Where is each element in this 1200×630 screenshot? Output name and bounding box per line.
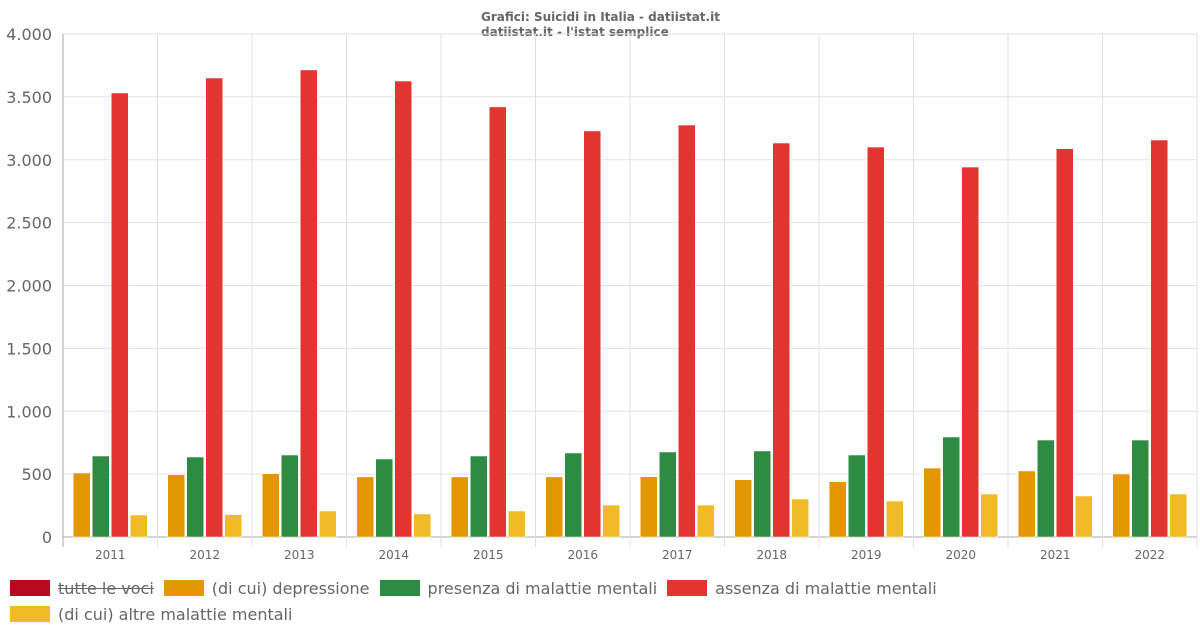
bar [923,467,941,538]
bar [300,69,318,538]
bar [791,498,809,538]
y-tick-label: 1.000 [6,402,52,421]
bar [886,500,904,538]
legend-item[interactable]: (di cui) depressione [163,575,370,601]
x-tick-label: 2011 [95,548,126,562]
legend-swatch [379,580,420,596]
x-tick-label: 2020 [945,548,976,562]
legend: tutte le voci (di cui) depressione presenz… [10,575,1010,627]
bar [545,476,563,538]
legend-label: (di cui) depressione [211,578,370,598]
bar [942,436,960,538]
bar [583,130,601,538]
y-tick-label: 2.500 [6,214,52,233]
chart-subtitle: datiistat.it - l'istat semplice [481,25,669,39]
bar [470,455,488,538]
x-tick-label: 2012 [189,548,220,562]
bar [224,514,242,538]
bar [130,514,148,538]
bar [111,92,129,538]
bar [1150,139,1168,538]
bar [451,476,469,538]
x-tick-label: 2019 [851,548,882,562]
legend-swatch [10,580,50,596]
legend-item[interactable]: (di cui) altre malattie mentali [10,601,292,627]
bar [73,472,91,538]
bar [1018,470,1036,538]
bar [262,473,280,538]
bar [602,504,620,538]
legend-item[interactable]: presenza di malattie mentali [379,575,658,601]
bar [205,77,223,538]
bar [659,451,677,538]
bar [356,476,374,538]
bar [413,513,431,538]
legend-label: tutte le voci [58,578,154,598]
bar [394,80,412,538]
y-tick-label: 2.000 [6,277,52,296]
bar [186,456,204,538]
legend-label: presenza di malattie mentali [427,578,658,598]
bar [1037,439,1055,538]
bar [1112,473,1130,538]
y-tick-label: 3.000 [6,151,52,170]
bar [980,493,998,538]
y-tick-label: 500 [21,465,52,484]
x-tick-label: 2018 [756,548,787,562]
bar [848,454,866,538]
bar [772,142,790,538]
legend-swatch [10,606,50,622]
bar [564,452,582,538]
bar [1131,439,1149,538]
bar [508,510,526,538]
bar [697,504,715,538]
legend-swatch [163,580,204,596]
x-tick-label: 2021 [1040,548,1071,562]
legend-swatch [667,580,708,596]
bar [1169,493,1187,538]
bar [319,510,337,538]
bar [375,458,393,538]
bar [489,106,507,538]
y-tick-label: 1.500 [6,339,52,358]
y-tick-label: 0 [42,528,52,547]
chart-title: Grafici: Suicidi in Italia - datiistat.i… [481,10,720,24]
bar [92,455,110,538]
bar [1075,495,1093,538]
legend-label: assenza di malattie mentali [715,578,937,598]
x-tick-label: 2017 [662,548,693,562]
x-tick-label: 2013 [284,548,315,562]
x-tick-label: 2015 [473,548,504,562]
bar [167,474,185,538]
bar [640,476,658,538]
bar [281,454,299,538]
bar [829,481,847,538]
chart-title-block: Grafici: Suicidi in Italia - datiistat.i… [481,10,720,40]
y-tick-label: 3.500 [6,88,52,107]
x-tick-label: 2014 [378,548,409,562]
bar [1056,148,1074,538]
bar [678,124,696,538]
x-tick-label: 2016 [567,548,598,562]
legend-label: (di cui) altre malattie mentali [58,604,293,624]
legend-item[interactable]: tutte le voci [10,575,154,601]
x-tick-label: 2022 [1134,548,1165,562]
bar [961,166,979,538]
bar [753,450,771,538]
y-tick-label: 4.000 [6,25,52,44]
legend-item[interactable]: assenza di malattie mentali [667,575,937,601]
bar [867,146,885,538]
bar [734,479,752,538]
